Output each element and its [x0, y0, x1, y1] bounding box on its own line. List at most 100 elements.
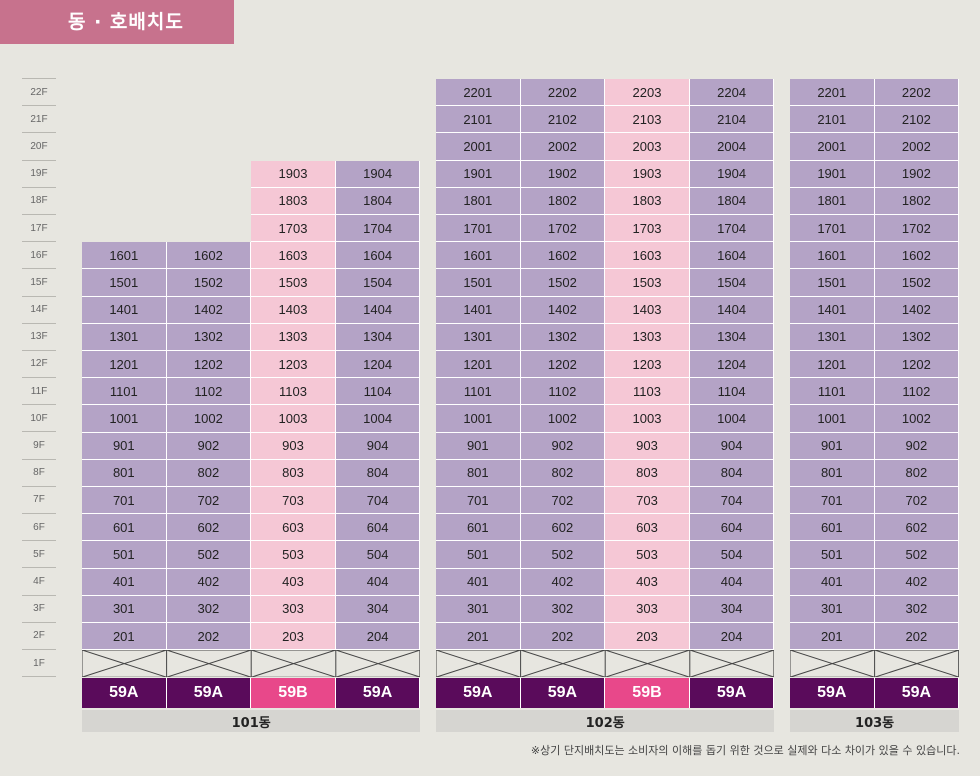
- unit-cell: 1602: [874, 242, 960, 270]
- unit-cell: 201: [82, 623, 167, 651]
- unit-type-label: 59B: [251, 678, 336, 708]
- unit-cell: 1401: [436, 296, 521, 324]
- unit-cell: 1702: [874, 215, 960, 243]
- unit-cell: 302: [166, 595, 252, 623]
- floor-label: 12F: [22, 351, 56, 379]
- unit-cell: 1302: [166, 323, 252, 351]
- unit-cell: 1701: [436, 215, 521, 243]
- unit-cell: 503: [251, 541, 336, 569]
- unit-cell: 1602: [520, 242, 606, 270]
- unit-cell: 1804: [689, 187, 775, 215]
- unit-cell: 2204: [689, 79, 775, 107]
- unit-cell: 1201: [436, 351, 521, 379]
- unit-type-row: 59A 59A 59B 59A: [82, 678, 421, 708]
- pilotis-row: [436, 650, 775, 678]
- unit-cell: 1502: [166, 269, 252, 297]
- floor-label: 8F: [22, 460, 56, 487]
- unit-cell: 1501: [82, 269, 167, 297]
- unit-cell: 203: [605, 623, 690, 651]
- unit-cell: 402: [166, 568, 252, 596]
- unit-cell: 901: [82, 432, 167, 460]
- unit-cell: 1902: [874, 160, 960, 188]
- unit-cell: 1602: [166, 242, 252, 270]
- unit-cell: 1002: [166, 405, 252, 433]
- unit-cell: 904: [689, 432, 775, 460]
- unit-cell: 1004: [689, 405, 775, 433]
- unit-cell: 1002: [874, 405, 960, 433]
- unit-cell: 802: [874, 459, 960, 487]
- unit-cell: 603: [605, 514, 690, 542]
- unit-cell: 702: [520, 487, 606, 515]
- floor-label: 9F: [22, 432, 56, 460]
- unit-cell: 701: [436, 487, 521, 515]
- unit-cell: 2002: [874, 133, 960, 161]
- floor-label: 20F: [22, 133, 56, 161]
- unit-cell: 1204: [335, 351, 421, 379]
- unit-cell: 1402: [874, 296, 960, 324]
- unit-cell: 503: [605, 541, 690, 569]
- unit-cell: 701: [790, 487, 875, 515]
- unit-cell: 1102: [166, 378, 252, 406]
- floor-label: 7F: [22, 487, 56, 514]
- unit-cell: 1301: [436, 323, 521, 351]
- floor-label: 17F: [22, 215, 56, 243]
- unit-cell: 501: [436, 541, 521, 569]
- unit-cell: 1102: [874, 378, 960, 406]
- unit-cell: 1801: [790, 187, 875, 215]
- unit-cell: 1604: [689, 242, 775, 270]
- unit-cell: 1201: [790, 351, 875, 379]
- floor-label: 5F: [22, 541, 56, 569]
- unit-cell: 1001: [436, 405, 521, 433]
- unit-cell: 602: [520, 514, 606, 542]
- unit-cell: 1603: [605, 242, 690, 270]
- unit-type-label: 59A: [82, 678, 167, 708]
- unit-cell: 601: [436, 514, 521, 542]
- floor-label: 13F: [22, 324, 56, 351]
- unit-cell: 1503: [605, 269, 690, 297]
- unit-cell: 1702: [520, 215, 606, 243]
- unit-cell: 2102: [874, 106, 960, 134]
- unit-cell: 801: [790, 459, 875, 487]
- unit-cell: 402: [874, 568, 960, 596]
- unit-cell: 1302: [874, 323, 960, 351]
- floor-label: 1F: [22, 650, 56, 678]
- unit-cell: 1703: [605, 215, 690, 243]
- unit-cell: 803: [251, 459, 336, 487]
- unit-cell: 1202: [166, 351, 252, 379]
- unit-cell: 301: [790, 595, 875, 623]
- unit-cell: 803: [605, 459, 690, 487]
- unit-cell: 1901: [790, 160, 875, 188]
- unit-cell: 1504: [689, 269, 775, 297]
- unit-cell: 1203: [251, 351, 336, 379]
- unit-cell: 1104: [335, 378, 421, 406]
- pilotis-row: [790, 650, 960, 678]
- unit-cell: 2104: [689, 106, 775, 134]
- unit-cell: 1504: [335, 269, 421, 297]
- unit-cell: 404: [689, 568, 775, 596]
- unit-cell: 1402: [166, 296, 252, 324]
- unit-cell: 802: [166, 459, 252, 487]
- unit-cell: 201: [790, 623, 875, 651]
- unit-cell: 1301: [82, 323, 167, 351]
- unit-cell: 2004: [689, 133, 775, 161]
- unit-cell: 704: [335, 487, 421, 515]
- unit-cell: 903: [605, 432, 690, 460]
- floor-label: 16F: [22, 242, 56, 270]
- unit-cell: 504: [689, 541, 775, 569]
- unit-cell: 904: [335, 432, 421, 460]
- unit-cell: 1502: [874, 269, 960, 297]
- unit-type-label: 59B: [605, 678, 690, 708]
- unit-cell: 704: [689, 487, 775, 515]
- unit-cell: 1001: [82, 405, 167, 433]
- floor-label: 2F: [22, 623, 56, 650]
- unit-cell: 201: [436, 623, 521, 651]
- unit-type-label: 59A: [166, 678, 252, 708]
- unit-cell: 202: [166, 623, 252, 651]
- unit-cell: 1304: [689, 323, 775, 351]
- unit-cell: 703: [605, 487, 690, 515]
- unit-cell: 1002: [520, 405, 606, 433]
- unit-cell: 302: [520, 595, 606, 623]
- unit-cell: 1101: [436, 378, 521, 406]
- unit-cell: 2102: [520, 106, 606, 134]
- floor-label: 10F: [22, 405, 56, 433]
